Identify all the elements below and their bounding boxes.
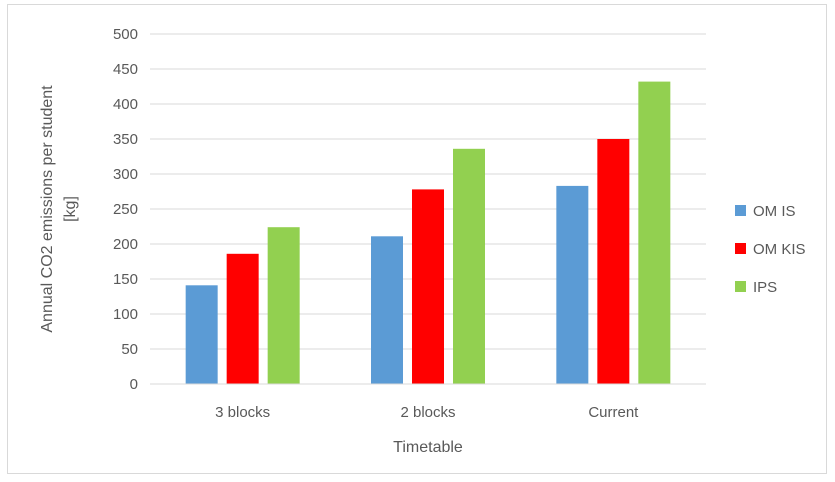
y-tick-label: 100 [113, 306, 138, 323]
bar-om-is [556, 185, 589, 384]
x-axis-ticks: 3 blocks 2 blocks Current [215, 404, 639, 421]
bar-om-kis [412, 189, 444, 384]
y-tick-label: 350 [113, 131, 138, 148]
x-tick-label: 2 blocks [400, 404, 455, 421]
y-axis-title-line-2: [kg] [62, 196, 79, 222]
legend-label: IPS [753, 279, 777, 296]
legend-label: OM IS [753, 203, 796, 220]
y-tick-label: 500 [113, 26, 138, 43]
y-tick-label: 300 [113, 166, 138, 183]
y-tick-label: 0 [130, 376, 138, 393]
bar-ips [267, 227, 300, 384]
y-tick-label: 450 [113, 61, 138, 78]
y-tick-label: 50 [121, 341, 138, 358]
y-tick-label: 200 [113, 236, 138, 253]
x-tick-label: 3 blocks [215, 404, 270, 421]
bar-om-kis [597, 139, 630, 384]
bar-om-kis [226, 253, 259, 384]
legend-swatch [735, 205, 746, 216]
y-axis-ticks: 0 50 100 150 200 250 300 350 400 450 500 [113, 26, 138, 393]
y-tick-label: 150 [113, 271, 138, 288]
bar-chart: 0 50 100 150 200 250 300 350 400 450 500 3 blocks 2… [39, 26, 806, 456]
bar-ips [638, 81, 671, 384]
x-tick-label: Current [588, 404, 639, 421]
y-axis-title-line-1: Annual CO2 emissions per student [39, 85, 56, 333]
y-tick-label: 250 [113, 201, 138, 218]
chart-frame: 0 50 100 150 200 250 300 350 400 450 500 3 blocks 2… [7, 4, 827, 474]
y-axis-title: Annual CO2 emissions per student [kg] [39, 85, 79, 333]
legend-swatch [735, 281, 746, 292]
legend-swatch [735, 243, 746, 254]
bar-ips [453, 148, 485, 384]
legend-label: OM KIS [753, 241, 806, 258]
bar-om-is [185, 285, 218, 384]
y-tick-label: 400 [113, 96, 138, 113]
bars [185, 81, 671, 384]
x-axis-title: Timetable [393, 439, 463, 456]
legend: OM IS OM KIS IPS [735, 203, 806, 296]
bar-om-is [371, 236, 403, 384]
